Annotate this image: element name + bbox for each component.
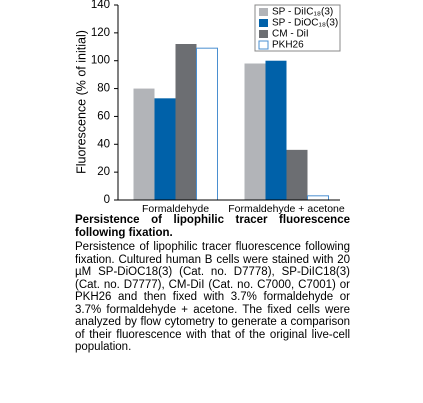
bar (133, 88, 155, 200)
legend-label: CM - DiI (272, 29, 309, 40)
legend-swatch (259, 8, 268, 16)
bar (286, 149, 308, 200)
y-tick-label: 100 (91, 55, 110, 67)
legend-swatch (259, 19, 268, 27)
caption-text: Persistence of lipophilic tracer fluores… (75, 241, 350, 353)
y-tick-label: 120 (91, 27, 110, 39)
legend-label: PKH26 (272, 40, 304, 51)
bar (196, 47, 218, 201)
bar (154, 98, 176, 200)
bar (307, 195, 329, 201)
bar (175, 44, 197, 200)
legend-label: SP - DiOC₁₈(3) (272, 18, 338, 29)
bar (244, 63, 266, 200)
legend-label: SP - DiIC₁₈(3) (272, 7, 333, 18)
legend-box (254, 4, 341, 52)
legend-swatch (258, 40, 269, 50)
y-axis-label: Fluorescence (% of initial) (74, 30, 88, 174)
y-tick-label: 80 (97, 83, 110, 95)
bar (265, 60, 287, 200)
legend-swatch (259, 30, 268, 38)
y-tick-label: 60 (97, 110, 110, 122)
y-tick-label: 140 (91, 0, 110, 11)
chart: Fluorescence (% of initial) 0 20 40 60 80 100… (74, 0, 345, 215)
caption-title: Persistence of lipophilic tracer fluores… (75, 214, 350, 239)
x-tick-label: Formaldehyde (142, 203, 209, 215)
x-tick-label: Formaldehyde + acetone (228, 203, 345, 215)
y-tick-label: 0 (104, 194, 110, 206)
y-tick-label: 20 (97, 166, 110, 178)
y-tick-label: 40 (97, 138, 110, 150)
